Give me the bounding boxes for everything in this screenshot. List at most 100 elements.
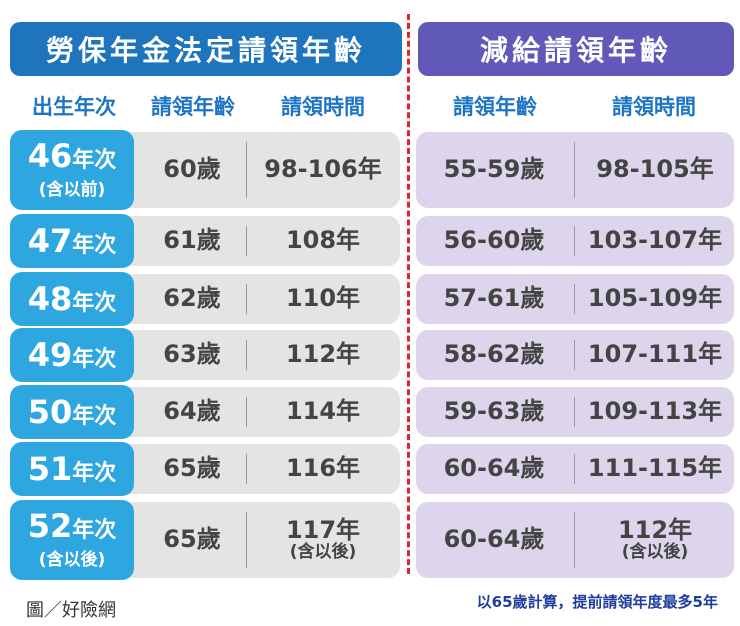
birth-year-label: 46年次: [28, 140, 117, 172]
reduced-age-value: 56-60歲: [443, 226, 545, 255]
claim-time-cell: 114年: [250, 387, 396, 437]
claim-age-value: 64歲: [163, 397, 221, 426]
reduced-age-value: 60-64歲: [443, 525, 545, 554]
birth-year-number: 52: [27, 507, 73, 545]
birth-year-label: 52年次: [28, 510, 117, 542]
reduced-age-cell: 55-59歲: [416, 132, 572, 208]
reduced-age-cell: 56-60歲: [416, 216, 572, 266]
column-separator: [246, 284, 247, 314]
birth-year-number: 47: [27, 222, 73, 260]
legal-age-banner: 勞保年金法定請領年齡: [10, 22, 402, 76]
reduced-age-cell: 58-62歲: [416, 330, 572, 380]
birth-year-badge: 48年次: [10, 272, 134, 326]
column-separator: [574, 454, 575, 484]
reduced-time-value: 103-107年: [587, 226, 723, 255]
birth-year-badge: 51年次: [10, 442, 134, 496]
claim-age-cell: 65歲: [140, 444, 244, 494]
reduced-age-value: 59-63歲: [443, 397, 545, 426]
reduced-time-cell: 103-107年: [576, 216, 734, 266]
birth-year-number: 48: [27, 280, 73, 318]
claim-time-value: 98-106年: [264, 155, 382, 184]
column-separator: [246, 340, 247, 370]
birth-year-unit: 年次: [72, 518, 117, 543]
birth-year-note: (含以前): [38, 180, 106, 200]
reduced-age-value: 58-62歲: [443, 340, 545, 369]
claim-age-value: 62歲: [163, 284, 221, 313]
birth-year-unit: 年次: [72, 291, 117, 316]
claim-age-value: 60歲: [163, 155, 221, 184]
claim-time-value: 117年: [285, 516, 361, 545]
header-claim-time: 請領時間: [281, 95, 365, 119]
birth-year-number: 49: [27, 336, 73, 374]
column-separator: [574, 397, 575, 427]
reduced-row-panel: [416, 330, 734, 380]
reduced-age-cell: 60-64歲: [416, 502, 572, 578]
birth-year-label: 47年次: [28, 225, 117, 257]
reduced-time-cell: 98-105年: [576, 132, 734, 208]
claim-age-cell: 62歲: [140, 274, 244, 324]
reduced-time-cell: 105-109年: [576, 274, 734, 324]
claim-time-cell: 116年: [250, 444, 396, 494]
calculation-note: 以65歲計算，提前請領年度最多5年: [476, 593, 718, 611]
column-separator: [246, 226, 247, 256]
claim-time-cell: 110年: [250, 274, 396, 324]
claim-age-cell: 64歲: [140, 387, 244, 437]
reduced-time-value: 112年: [617, 516, 693, 545]
reduced-row-panel: [416, 216, 734, 266]
column-separator: [574, 512, 575, 568]
column-separator: [574, 284, 575, 314]
birth-year-unit: 年次: [72, 233, 117, 258]
image-credit: 圖／好險網: [26, 600, 116, 621]
reduced-time-cell: 111-115年: [576, 444, 734, 494]
section-divider: [407, 14, 410, 574]
column-separator: [246, 454, 247, 484]
claim-age-cell: 61歲: [140, 216, 244, 266]
birth-year-badge: 46年次 (含以前): [10, 130, 134, 210]
claim-time-value: 114年: [285, 397, 361, 426]
birth-year-badge: 50年次: [10, 385, 134, 439]
reduced-age-banner: 減給請領年齡: [418, 22, 734, 76]
reduced-age-cell: 59-63歲: [416, 387, 572, 437]
claim-time-cell: 98-106年: [250, 132, 396, 208]
claim-age-value: 65歲: [163, 454, 221, 483]
header-claim-age: 請領年齡: [151, 95, 235, 119]
reduced-age-value: 60-64歲: [443, 454, 545, 483]
claim-age-value: 63歲: [163, 340, 221, 369]
reduced-age-value: 55-59歲: [443, 155, 545, 184]
reduced-age-cell: 60-64歲: [416, 444, 572, 494]
birth-year-unit: 年次: [72, 347, 117, 372]
reduced-time-value: 105-109年: [587, 284, 723, 313]
header-reduced-age: 請領年齡: [453, 95, 537, 119]
claim-time-value: 116年: [285, 454, 361, 483]
column-separator: [246, 142, 247, 198]
reduced-row-panel: [416, 444, 734, 494]
claim-time-note: (含以後): [289, 542, 357, 563]
birth-year-label: 50年次: [28, 396, 117, 428]
birth-year-unit: 年次: [72, 148, 117, 173]
reduced-time-value: 107-111年: [587, 340, 723, 369]
reduced-time-note: (含以後): [621, 542, 689, 563]
birth-year-unit: 年次: [72, 404, 117, 429]
reduced-time-cell: 112年 (含以後): [576, 502, 734, 578]
claim-time-cell: 112年: [250, 330, 396, 380]
header-reduced-time: 請領時間: [612, 95, 696, 119]
claim-age-value: 65歲: [163, 525, 221, 554]
reduced-time-value: 111-115年: [587, 454, 723, 483]
claim-time-value: 110年: [285, 284, 361, 313]
birth-year-label: 51年次: [28, 453, 117, 485]
reduced-row-panel: [416, 387, 734, 437]
claim-time-cell: 117年 (含以後): [250, 502, 396, 578]
claim-time-value: 112年: [285, 340, 361, 369]
birth-year-number: 51: [27, 450, 73, 488]
reduced-time-cell: 107-111年: [576, 330, 734, 380]
column-separator: [574, 340, 575, 370]
birth-year-badge: 49年次: [10, 328, 134, 382]
birth-year-number: 46: [27, 137, 73, 175]
reduced-row-panel: [416, 132, 734, 208]
reduced-time-value: 98-105年: [596, 155, 714, 184]
birth-year-label: 48年次: [28, 283, 117, 315]
column-separator: [574, 142, 575, 198]
reduced-row-panel: [416, 502, 734, 578]
birth-year-number: 50: [27, 393, 73, 431]
claim-age-cell: 63歲: [140, 330, 244, 380]
